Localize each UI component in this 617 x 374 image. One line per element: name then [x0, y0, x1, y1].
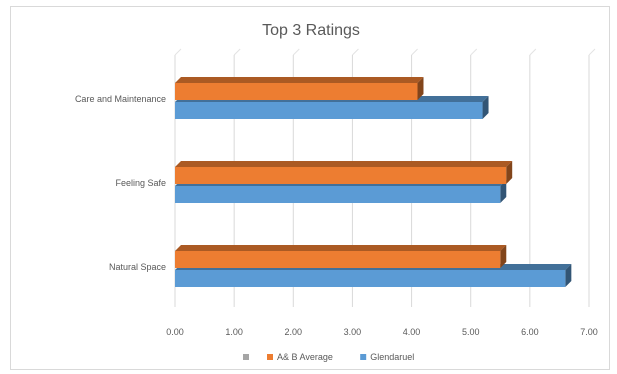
bar-top-face [175, 77, 424, 83]
x-tick-label: 3.00 [344, 327, 362, 337]
chart-frame: Top 3 Ratings Care and Maintenance Feelin… [10, 6, 610, 370]
legend-item: A& B Average [267, 352, 333, 362]
bar-front-face [175, 83, 418, 100]
bar-side-face [500, 180, 507, 203]
chart-title: Top 3 Ratings [262, 22, 360, 39]
bar-front-face [175, 167, 507, 184]
gridline-depth [233, 48, 241, 56]
x-tick-label: 1.00 [225, 327, 243, 337]
bar-side-face [482, 96, 489, 119]
bar-a-b-average [175, 245, 507, 268]
x-tick-label: 6.00 [521, 327, 539, 337]
gridline-depth [411, 48, 418, 56]
gridline-depth [174, 48, 182, 56]
legend-label: A& B Average [277, 352, 333, 362]
bar-front-face [175, 270, 566, 287]
x-tick-label: 5.00 [462, 327, 480, 337]
bar-front-face [175, 102, 483, 119]
bars [175, 77, 572, 287]
category-label: Care and Maintenance [75, 94, 166, 104]
legend-label: Glendaruel [370, 352, 414, 362]
legend-item: Glendaruel [360, 352, 414, 362]
bar-side-face [565, 264, 572, 287]
x-tick-label: 0.00 [166, 327, 184, 337]
bar-a-b-average [175, 161, 513, 184]
bar-side-face [417, 77, 424, 100]
gridline-depth [352, 48, 359, 56]
gridline-depth [529, 48, 537, 56]
category-labels: Care and Maintenance Feeling Safe Natural … [75, 94, 166, 272]
bar-top-face [175, 161, 513, 167]
gridline-depth [470, 48, 478, 56]
legend-swatch [360, 354, 367, 360]
bar-front-face [175, 186, 501, 203]
category-label: Feeling Safe [115, 178, 166, 188]
bar-chart: Top 3 Ratings Care and Maintenance Feelin… [75, 22, 598, 362]
gridline-depth [588, 48, 596, 56]
x-axis-ticks: 0.00 1.00 2.00 3.00 4.00 5.00 6.00 7.00 [166, 327, 598, 337]
bar-side-face [506, 161, 513, 184]
bar-side-face [500, 245, 507, 268]
bar-top-face [175, 245, 507, 251]
bar-front-face [175, 251, 501, 268]
bar-a-b-average [175, 77, 424, 100]
legend-item [243, 354, 249, 360]
x-tick-label: 7.00 [580, 327, 598, 337]
legend-swatch [243, 354, 249, 360]
legend: A& B Average Glendaruel [243, 352, 414, 362]
x-tick-label: 4.00 [403, 327, 421, 337]
x-tick-label: 2.00 [285, 327, 303, 337]
category-label: Natural Space [109, 262, 166, 272]
legend-swatch [267, 354, 273, 360]
gridline-depth [292, 48, 300, 56]
